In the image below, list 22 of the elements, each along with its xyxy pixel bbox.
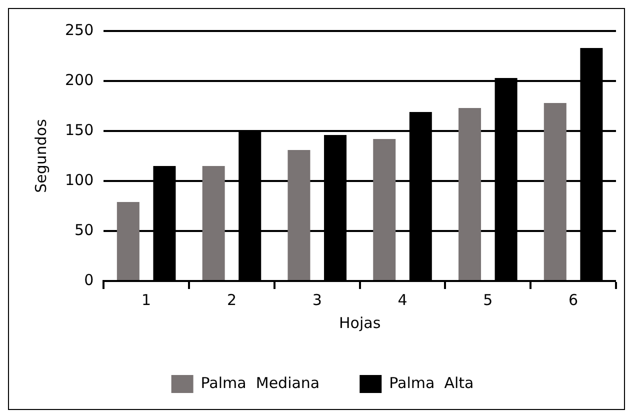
y-tick-label: 200 xyxy=(64,70,94,89)
y-tick-label: 50 xyxy=(74,220,94,239)
x-axis-title: Hojas xyxy=(338,314,381,332)
x-tick-label: 3 xyxy=(312,290,322,309)
bar xyxy=(288,150,310,280)
legend-label: Palma Alta xyxy=(389,374,474,392)
bar xyxy=(458,108,482,280)
x-tick-label: 5 xyxy=(483,290,493,309)
x-tick-label: 4 xyxy=(398,290,408,309)
y-tick-label: 250 xyxy=(64,20,94,39)
x-tick-label: 2 xyxy=(226,290,236,309)
x-tick-label: 6 xyxy=(568,290,578,309)
bar xyxy=(373,139,396,280)
y-tick-label: 100 xyxy=(64,170,94,189)
x-tick-label: 1 xyxy=(142,290,152,309)
bar xyxy=(202,166,225,280)
legend-label: Palma Mediana xyxy=(200,374,320,392)
y-tick-label: 150 xyxy=(64,120,94,139)
bar xyxy=(116,202,140,280)
bar xyxy=(544,103,566,280)
y-tick-label: 0 xyxy=(84,270,94,289)
y-axis-title: Segundos xyxy=(32,118,50,193)
